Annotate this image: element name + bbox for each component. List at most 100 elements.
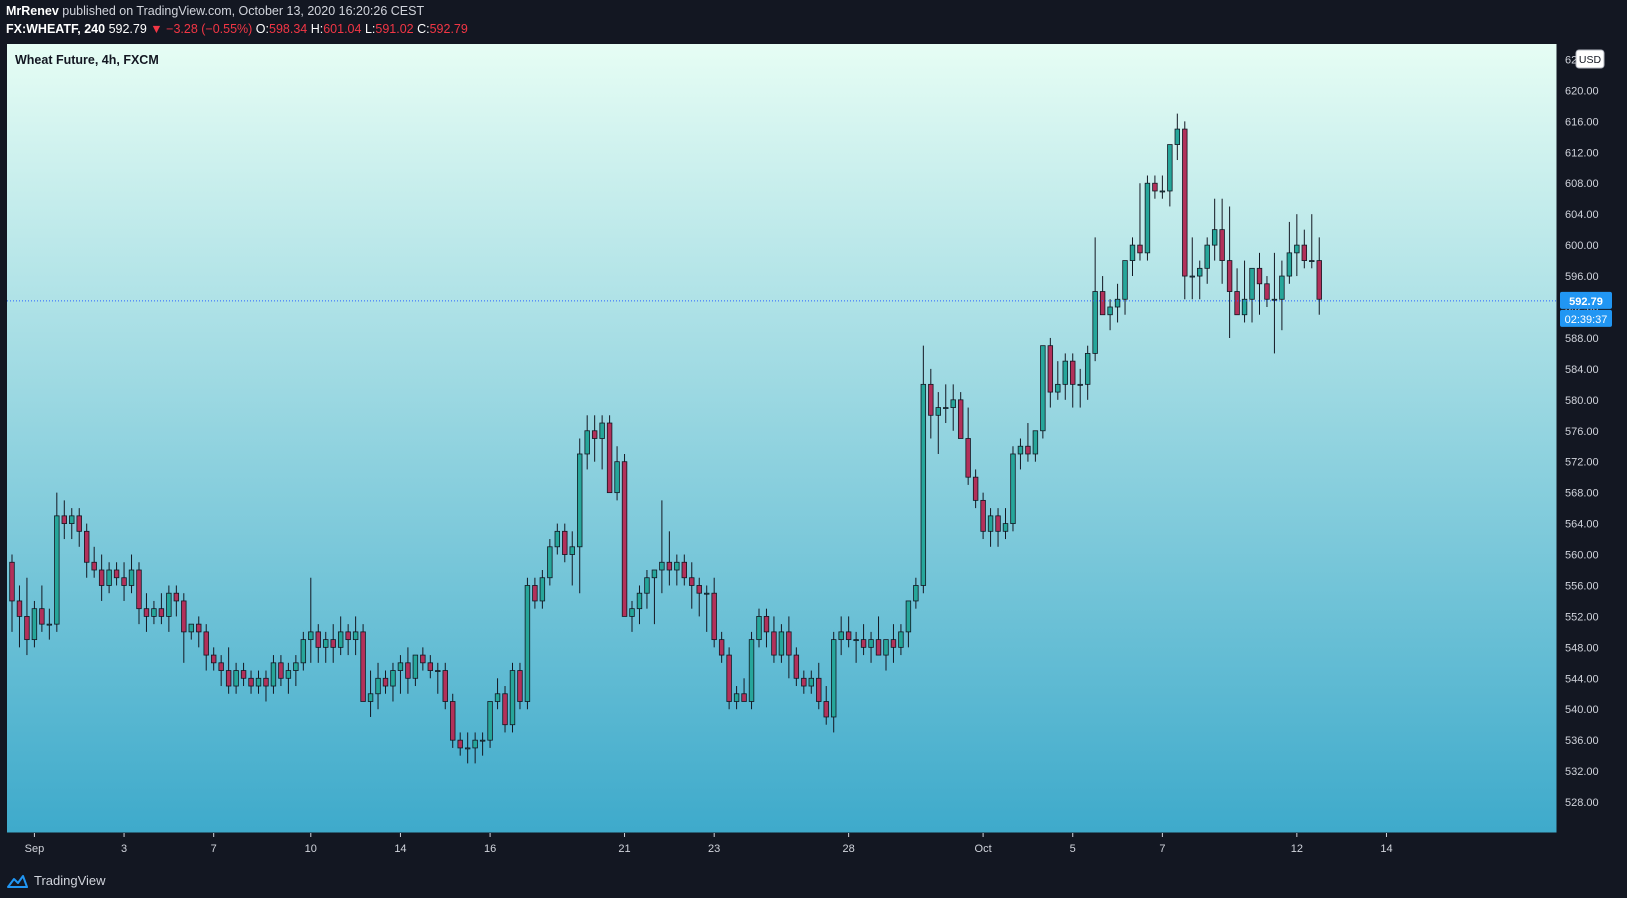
candle-up[interactable]	[636, 592, 643, 610]
candle-up[interactable]	[1211, 229, 1218, 246]
candle-up[interactable]	[494, 693, 501, 702]
candle-up[interactable]	[1107, 306, 1113, 316]
candle-up[interactable]	[1114, 298, 1121, 308]
candle-up[interactable]	[831, 639, 837, 718]
candle-up[interactable]	[270, 662, 277, 687]
candle-up[interactable]	[412, 654, 419, 679]
candle-down[interactable]	[980, 499, 986, 532]
candle-down[interactable]	[718, 639, 725, 656]
candle-up[interactable]	[293, 662, 299, 671]
candle-up[interactable]	[1279, 275, 1285, 300]
candle-down[interactable]	[427, 662, 434, 671]
candle-up[interactable]	[255, 677, 262, 687]
time-axis[interactable]	[0, 833, 1627, 864]
candle-down[interactable]	[382, 677, 389, 687]
candle-up[interactable]	[1084, 353, 1091, 385]
candle-down[interactable]	[457, 739, 463, 749]
candle-down[interactable]	[711, 592, 717, 641]
candle-down[interactable]	[1137, 244, 1143, 254]
candle-up[interactable]	[323, 639, 329, 648]
candle-up[interactable]	[778, 631, 785, 656]
candle-up[interactable]	[300, 639, 307, 664]
candle-up[interactable]	[367, 693, 374, 702]
candle-down[interactable]	[121, 577, 127, 586]
candle-down[interactable]	[1264, 283, 1270, 300]
candle-up[interactable]	[950, 399, 956, 408]
candle-down[interactable]	[1316, 260, 1322, 300]
candle-down[interactable]	[248, 677, 254, 687]
candle-up[interactable]	[1122, 260, 1128, 300]
candle-down[interactable]	[1070, 360, 1076, 385]
candle-down[interactable]	[196, 623, 202, 633]
candle-up[interactable]	[151, 608, 157, 617]
candle-down[interactable]	[816, 677, 822, 702]
candle-down[interactable]	[173, 592, 180, 602]
candle-down[interactable]	[1182, 128, 1188, 277]
candle-up[interactable]	[128, 569, 135, 586]
candle-down[interactable]	[681, 561, 687, 579]
candle-down[interactable]	[957, 399, 964, 439]
candle-up[interactable]	[1204, 244, 1210, 269]
candle-up[interactable]	[853, 639, 859, 642]
candle-down[interactable]	[158, 608, 165, 617]
candle-up[interactable]	[868, 639, 874, 648]
candle-up[interactable]	[69, 515, 75, 524]
candle-up[interactable]	[46, 623, 53, 626]
candle-up[interactable]	[375, 677, 381, 695]
candle-down[interactable]	[278, 662, 284, 679]
candle-down[interactable]	[61, 515, 67, 524]
candle-down[interactable]	[76, 515, 82, 532]
currency-badge[interactable]	[1575, 49, 1605, 69]
candle-down[interactable]	[345, 631, 351, 641]
candle-up[interactable]	[54, 515, 60, 625]
candle-down[interactable]	[793, 654, 800, 679]
candle-up[interactable]	[577, 453, 583, 548]
candle-down[interactable]	[315, 631, 321, 648]
candle-down[interactable]	[1234, 291, 1240, 316]
candle-down[interactable]	[442, 670, 448, 702]
candle-down[interactable]	[726, 654, 732, 702]
candle-up[interactable]	[1040, 345, 1046, 432]
candle-down[interactable]	[741, 693, 747, 702]
candle-up[interactable]	[935, 407, 941, 416]
candlestick-chart[interactable]: 528.00 532.00 536.00 540.00 544.00 548.00 552.…	[0, 0, 1627, 864]
candle-down[interactable]	[995, 515, 1001, 532]
candle-up[interactable]	[987, 515, 994, 532]
candle-up[interactable]	[1309, 260, 1315, 262]
candle-down[interactable]	[689, 577, 695, 586]
candle-up[interactable]	[1294, 244, 1300, 254]
candle-up[interactable]	[1174, 128, 1181, 145]
candle-down[interactable]	[1025, 445, 1031, 455]
candle-up[interactable]	[1286, 252, 1293, 277]
candle-up[interactable]	[1062, 360, 1068, 385]
candle-up[interactable]	[390, 670, 396, 687]
candle-down[interactable]	[225, 670, 232, 687]
candle-down[interactable]	[1219, 229, 1225, 261]
candle-down[interactable]	[786, 631, 792, 656]
candle-up[interactable]	[614, 461, 620, 494]
candle-up[interactable]	[554, 530, 561, 548]
candle-up[interactable]	[435, 670, 441, 672]
candle-up[interactable]	[584, 430, 590, 455]
candle-down[interactable]	[210, 654, 217, 664]
candle-up[interactable]	[756, 616, 762, 641]
candle-up[interactable]	[337, 631, 344, 648]
candle-down[interactable]	[696, 585, 702, 594]
candle-up[interactable]	[397, 662, 404, 671]
candle-down[interactable]	[562, 530, 568, 555]
candle-up[interactable]	[1055, 383, 1061, 393]
candle-down[interactable]	[845, 631, 852, 641]
candle-up[interactable]	[1271, 298, 1278, 301]
candle-down[interactable]	[9, 561, 15, 602]
candle-down[interactable]	[621, 461, 628, 617]
price-axis[interactable]	[1557, 44, 1627, 833]
candle-up[interactable]	[733, 693, 740, 702]
candle-down[interactable]	[875, 639, 882, 656]
candle-down[interactable]	[240, 670, 247, 679]
candle-down[interactable]	[263, 677, 269, 687]
candle-down[interactable]	[666, 561, 673, 571]
candle-up[interactable]	[1077, 383, 1083, 386]
candle-down[interactable]	[890, 639, 897, 648]
candle-down[interactable]	[1099, 291, 1106, 316]
candle-down[interactable]	[16, 600, 23, 617]
